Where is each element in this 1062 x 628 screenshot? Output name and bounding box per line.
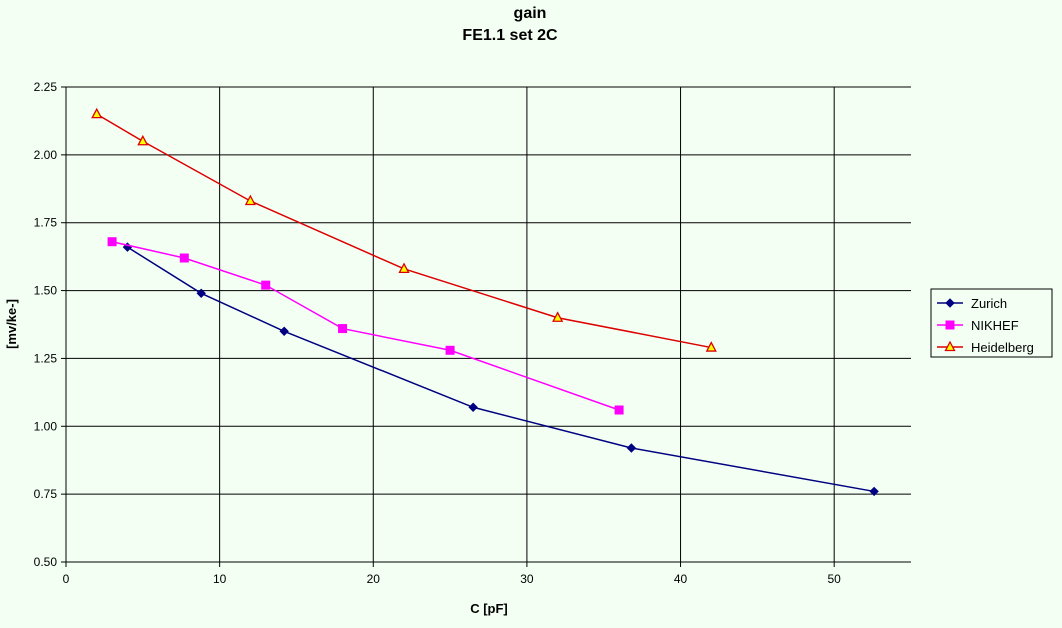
data-point-zurich (279, 326, 289, 336)
legend-marker-nikhef (945, 320, 955, 330)
x-tick-label: 20 (367, 572, 381, 586)
data-point-heidelberg (91, 107, 103, 119)
x-tick-label: 40 (674, 572, 688, 586)
legend-label-nikhef: NIKHEF (971, 318, 1019, 333)
y-tick-label: 1.75 (34, 216, 58, 230)
data-point-zurich (869, 486, 879, 497)
plot-background (66, 87, 911, 562)
data-point-zurich (626, 443, 637, 453)
y-tick-label: 2.25 (34, 80, 58, 94)
x-tick-label: 0 (63, 572, 70, 586)
y-tick-label: 2.00 (34, 148, 58, 162)
y-tick-label: 1.50 (34, 284, 58, 298)
legend-marker-zurich (945, 298, 955, 308)
x-tick-label: 50 (828, 572, 842, 586)
data-point-nikhef (179, 253, 189, 263)
series-line-nikhef (111, 240, 620, 411)
data-point-nikhef (614, 405, 624, 415)
data-point-zurich (468, 402, 478, 412)
y-tick-label: 0.50 (34, 555, 58, 569)
legend-marker-heidelberg (944, 340, 956, 352)
legend-label-zurich: Zurich (971, 296, 1007, 311)
data-point-heidelberg (705, 341, 717, 352)
data-point-zurich (196, 288, 206, 298)
data-point-nikhef (107, 237, 117, 247)
x-tick-label: 30 (520, 572, 534, 586)
data-point-heidelberg (552, 311, 564, 322)
data-point-nikhef (338, 324, 348, 334)
x-axis-title: C [pF] (470, 601, 508, 616)
legend: Zurich NIKHEF Heidelberg (930, 288, 1053, 358)
data-point-nikhef (261, 280, 271, 290)
chart-title: gain (514, 5, 547, 22)
data-point-heidelberg (398, 262, 410, 274)
data-point-heidelberg (137, 134, 149, 146)
chart-subtitle: FE1.1 set 2C (462, 27, 558, 44)
series-line-heidelberg (96, 113, 712, 349)
y-tick-label: 0.75 (34, 487, 58, 501)
series-line-zurich (127, 246, 875, 493)
y-tick-label: 1.00 (34, 419, 58, 433)
x-tick-label: 10 (213, 572, 227, 586)
y-axis-title: [mv/ke-] (4, 299, 19, 349)
plot-area: 0.50 0.75 1.00 1.25 1.50 1.75 2.00 2.25 0 10 20 30 4… (34, 80, 911, 586)
data-point-heidelberg (244, 194, 256, 206)
data-point-nikhef (445, 345, 455, 355)
y-tick-label: 1.25 (34, 351, 58, 365)
legend-label-heidelberg: Heidelberg (971, 340, 1034, 355)
